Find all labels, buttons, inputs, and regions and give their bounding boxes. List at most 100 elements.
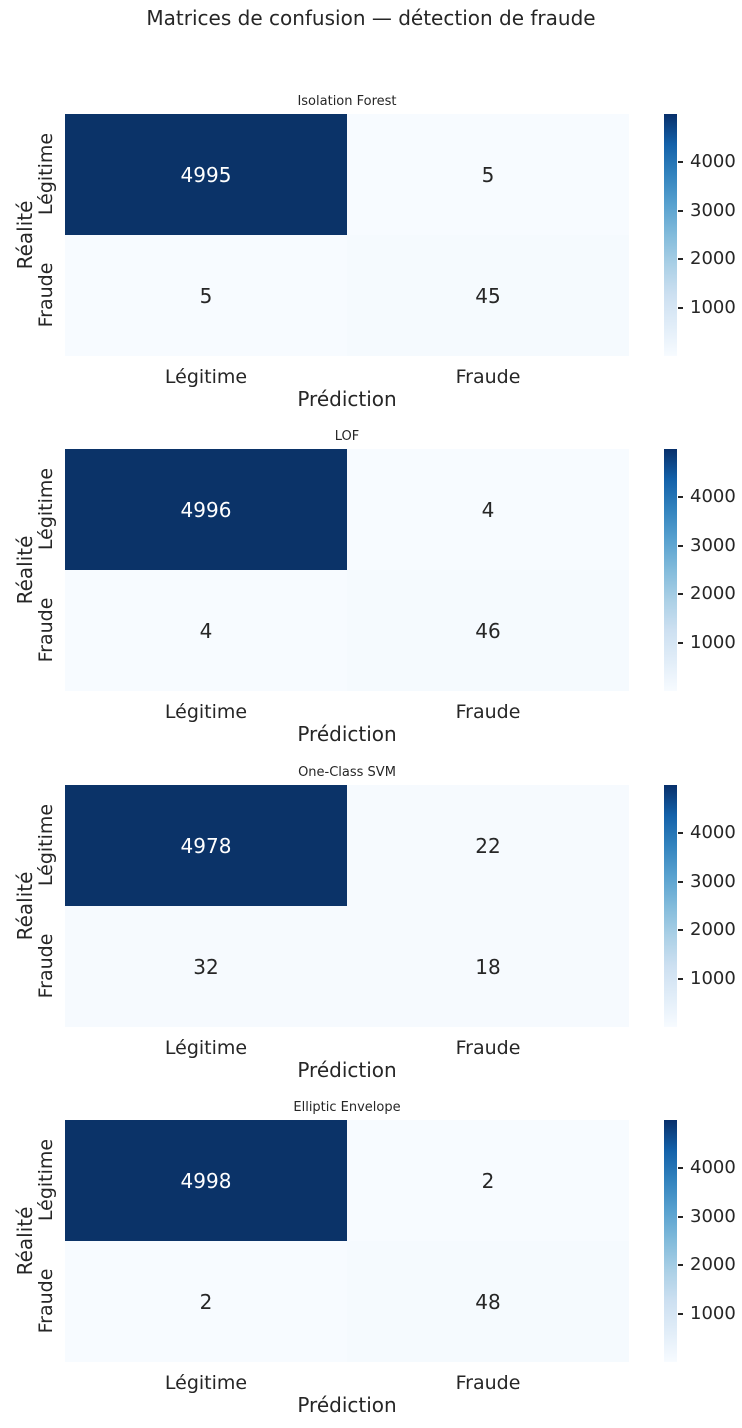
heatmap: 4995 5 5 45 bbox=[65, 114, 629, 356]
y-tick-legitime: Légitime bbox=[35, 467, 57, 551]
tick-label: 3000 bbox=[690, 534, 736, 556]
y-tick-legitime: Légitime bbox=[35, 132, 57, 216]
heatmap: 4978 22 32 18 bbox=[65, 785, 629, 1027]
tick-mark bbox=[678, 1312, 683, 1315]
cell-value: 4996 bbox=[180, 497, 232, 522]
heatmap-cell-r0c0: 4998 bbox=[65, 1120, 347, 1241]
x-axis-label: Prédiction bbox=[297, 387, 397, 411]
x-tick-legitime: Légitime bbox=[164, 701, 248, 723]
heatmap: 4998 2 2 48 bbox=[65, 1120, 629, 1362]
heatmap-cell-r0c0: 4978 bbox=[65, 785, 347, 906]
tick-label: 3000 bbox=[690, 870, 736, 892]
y-tick-fraude: Fraude bbox=[35, 597, 57, 663]
tick-label: 1000 bbox=[690, 631, 736, 653]
tick-label: 2000 bbox=[690, 1254, 736, 1276]
tick-mark bbox=[678, 929, 683, 932]
tick-mark bbox=[678, 1264, 683, 1267]
cell-value: 18 bbox=[475, 954, 501, 979]
tick-mark bbox=[678, 832, 683, 835]
heatmap-cell-r1c1: 48 bbox=[347, 1241, 629, 1362]
cell-value: 2 bbox=[481, 1168, 495, 1193]
subplot-title: Elliptic Envelope bbox=[293, 1100, 401, 1115]
cell-value: 4978 bbox=[180, 833, 232, 858]
heatmap-cell-r0c1: 5 bbox=[347, 114, 629, 235]
cell-value: 22 bbox=[475, 833, 501, 858]
cell-value: 4995 bbox=[180, 162, 232, 187]
tick-mark bbox=[678, 496, 683, 499]
y-tick-fraude: Fraude bbox=[35, 933, 57, 999]
tick-mark bbox=[678, 593, 683, 596]
y-tick-legitime: Légitime bbox=[35, 803, 57, 887]
x-tick-legitime: Légitime bbox=[164, 366, 248, 388]
x-tick-legitime: Légitime bbox=[164, 1372, 248, 1394]
colorbar-gradient bbox=[664, 785, 677, 1027]
tick-mark bbox=[678, 880, 683, 883]
cell-value: 4 bbox=[199, 618, 213, 643]
y-axis-label: Réalité bbox=[13, 535, 37, 605]
cell-value: 32 bbox=[193, 954, 219, 979]
tick-label: 4000 bbox=[690, 822, 736, 844]
tick-label: 4000 bbox=[690, 1157, 736, 1179]
cell-value: 45 bbox=[475, 283, 501, 308]
cell-value: 5 bbox=[481, 162, 495, 187]
cell-value: 4 bbox=[481, 497, 495, 522]
tick-mark bbox=[678, 641, 683, 644]
subplot-title: One-Class SVM bbox=[298, 765, 396, 780]
tick-label: 3000 bbox=[690, 1205, 736, 1227]
y-axis-label: Réalité bbox=[13, 200, 37, 270]
tick-label: 1000 bbox=[690, 1302, 736, 1324]
x-tick-fraude: Fraude bbox=[455, 366, 521, 388]
subplot-title: Isolation Forest bbox=[297, 94, 397, 109]
heatmap-cell-r1c0: 2 bbox=[65, 1241, 347, 1362]
y-axis-label: Réalité bbox=[13, 1206, 37, 1276]
x-tick-fraude: Fraude bbox=[455, 1372, 521, 1394]
colorbar: 4000 3000 2000 1000 bbox=[664, 785, 742, 1027]
tick-mark bbox=[678, 1215, 683, 1218]
cell-value: 2 bbox=[199, 1289, 213, 1314]
y-tick-legitime: Légitime bbox=[35, 1138, 57, 1222]
colorbar-gradient bbox=[664, 1120, 677, 1362]
cell-value: 5 bbox=[199, 283, 213, 308]
tick-label: 2000 bbox=[690, 919, 736, 941]
heatmap-cell-r0c0: 4995 bbox=[65, 114, 347, 235]
colorbar-gradient bbox=[664, 114, 677, 356]
tick-label: 4000 bbox=[690, 486, 736, 508]
tick-label: 1000 bbox=[690, 296, 736, 318]
colorbar: 4000 3000 2000 1000 bbox=[664, 1120, 742, 1362]
colorbar-gradient bbox=[664, 449, 677, 691]
tick-label: 2000 bbox=[690, 583, 736, 605]
heatmap-cell-r1c0: 32 bbox=[65, 906, 347, 1027]
subplot-title: LOF bbox=[334, 429, 360, 444]
colorbar: 4000 3000 2000 1000 bbox=[664, 114, 742, 356]
tick-mark bbox=[678, 161, 683, 164]
cell-value: 46 bbox=[475, 618, 501, 643]
x-axis-label: Prédiction bbox=[297, 1393, 397, 1417]
tick-label: 1000 bbox=[690, 967, 736, 989]
heatmap-cell-r1c0: 4 bbox=[65, 570, 347, 691]
x-axis-label: Prédiction bbox=[297, 1058, 397, 1082]
tick-label: 4000 bbox=[690, 151, 736, 173]
tick-mark bbox=[678, 1167, 683, 1170]
heatmap-cell-r1c1: 46 bbox=[347, 570, 629, 691]
heatmap-cell-r0c0: 4996 bbox=[65, 449, 347, 570]
cell-value: 48 bbox=[475, 1289, 501, 1314]
y-axis-label: Réalité bbox=[13, 871, 37, 941]
x-tick-legitime: Légitime bbox=[164, 1037, 248, 1059]
x-tick-fraude: Fraude bbox=[455, 1037, 521, 1059]
heatmap-cell-r1c1: 45 bbox=[347, 235, 629, 356]
tick-mark bbox=[678, 306, 683, 309]
tick-label: 2000 bbox=[690, 248, 736, 270]
tick-mark bbox=[678, 258, 683, 261]
heatmap-cell-r1c1: 18 bbox=[347, 906, 629, 1027]
tick-mark bbox=[678, 977, 683, 980]
tick-mark bbox=[678, 209, 683, 212]
tick-mark bbox=[678, 544, 683, 547]
heatmap-cell-r0c1: 2 bbox=[347, 1120, 629, 1241]
figure-title: Matrices de confusion — détection de fra… bbox=[146, 6, 596, 30]
x-axis-label: Prédiction bbox=[297, 722, 397, 746]
subplot-isolation-forest: Isolation Forest 4995 5 5 45 Légitime Fr… bbox=[0, 94, 742, 431]
y-tick-fraude: Fraude bbox=[35, 262, 57, 328]
colorbar: 4000 3000 2000 1000 bbox=[664, 449, 742, 691]
subplot-one-class-svm: One-Class SVM 4978 22 32 18 Légitime Fra… bbox=[0, 765, 742, 1102]
